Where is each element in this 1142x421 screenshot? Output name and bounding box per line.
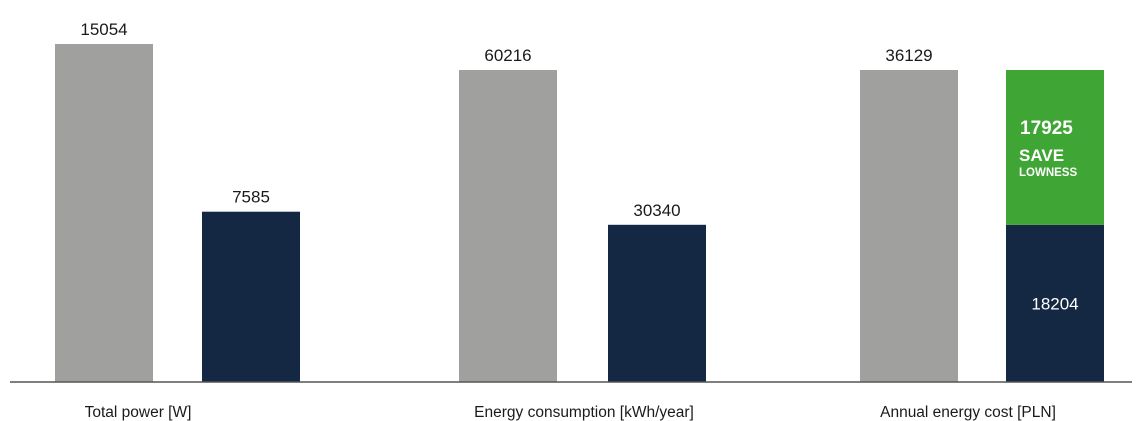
bar-annual-cost-before — [860, 70, 958, 382]
bar-energy-consumption-before — [459, 70, 557, 382]
value-label: 18204 — [1031, 294, 1078, 313]
bar-annual-cost-savings — [1006, 70, 1104, 225]
category-label: Total power [W] — [85, 404, 192, 421]
savings-value-label: 17925 — [1020, 118, 1073, 139]
value-label: 7585 — [232, 188, 270, 207]
savings-subtitle-label: LOWNESS — [1019, 167, 1077, 179]
value-label: 30340 — [633, 201, 680, 220]
savings-title-label: SAVE — [1019, 146, 1064, 165]
labels-group: 15054 7585 Total power [W] 60216 30340 Energy… — [80, 20, 1078, 421]
category-label: Energy consumption [kWh/year] — [474, 404, 694, 421]
bar-total-power-before — [55, 44, 153, 382]
value-label: 60216 — [484, 46, 531, 65]
bar-total-power-after — [202, 211, 300, 382]
bars-group — [55, 44, 1104, 382]
category-label: Annual energy cost [PLN] — [880, 404, 1056, 421]
value-label: 15054 — [80, 20, 127, 39]
bar-annual-cost-after — [1006, 224, 1104, 382]
bar-energy-consumption-after — [608, 224, 706, 382]
value-label: 36129 — [885, 46, 932, 65]
